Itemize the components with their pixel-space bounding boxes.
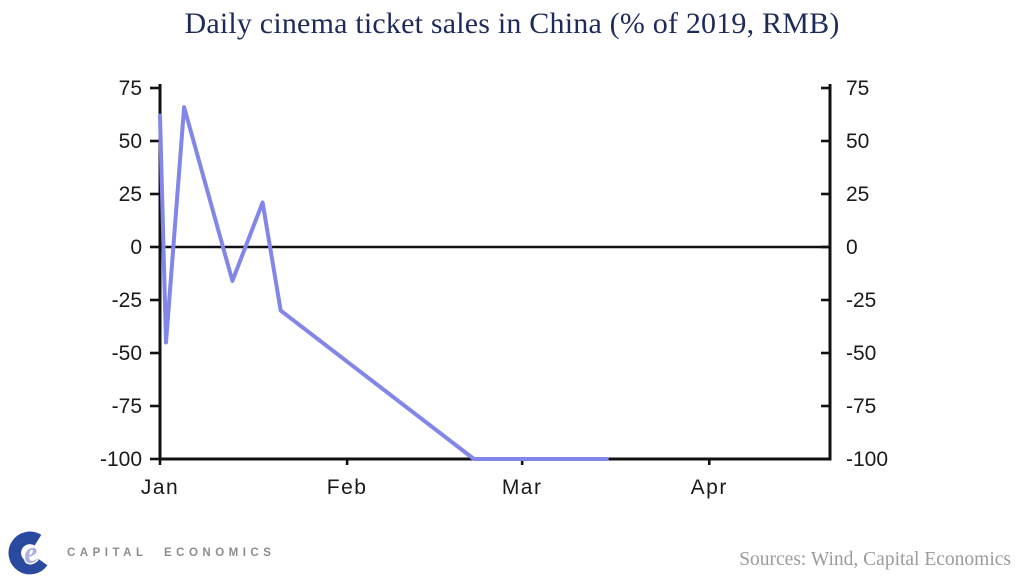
y-tick-label-left: 0 — [130, 236, 142, 259]
x-tick-label: Mar — [502, 476, 543, 499]
sources-note: Sources: Wind, Capital Economics — [739, 549, 1011, 570]
capital-economics-logo-icon: e — [8, 531, 48, 575]
y-tick-label-left: 25 — [119, 183, 142, 206]
capital-economics-logo: e CAPITAL ECONOMICS — [8, 529, 275, 577]
y-tick-label-right: -25 — [846, 289, 876, 312]
y-tick-label-left: -50 — [112, 342, 142, 365]
y-tick-label-right: 25 — [846, 183, 869, 206]
y-tick-label-right: 75 — [846, 77, 869, 100]
y-tick-label-right: -100 — [846, 448, 888, 471]
ticket-sales-line — [158, 105, 609, 461]
y-tick-label-left: -100 — [100, 448, 142, 471]
x-tick-label: Feb — [327, 476, 368, 499]
y-tick-label-right: -50 — [846, 342, 876, 365]
x-tick-label: Jan — [141, 476, 179, 499]
logo-e-glyph: e — [21, 534, 40, 571]
y-tick-label-right: -75 — [846, 395, 876, 418]
y-tick-label-right: 0 — [846, 236, 858, 259]
logo-c-glyph — [8, 531, 48, 575]
y-tick-label-left: -75 — [112, 395, 142, 418]
logo-wordmark: CAPITAL ECONOMICS — [67, 547, 276, 559]
x-tick-label: Apr — [691, 476, 728, 499]
y-tick-label-left: 75 — [119, 77, 142, 100]
chart-title: Daily cinema ticket sales in China (% of… — [184, 7, 840, 40]
y-tick-label-left: 50 — [119, 130, 142, 153]
y-tick-label-left: -25 — [112, 289, 142, 312]
y-tick-label-right: 50 — [846, 130, 869, 153]
